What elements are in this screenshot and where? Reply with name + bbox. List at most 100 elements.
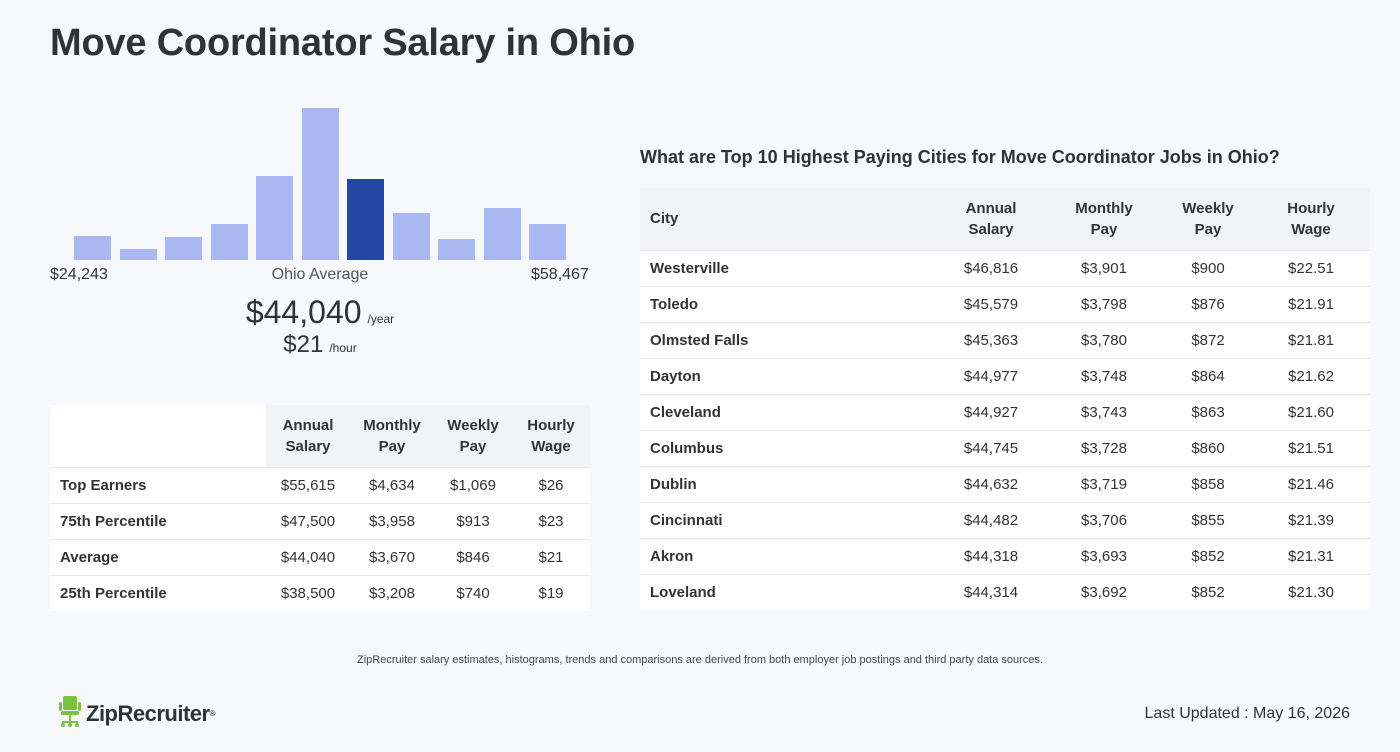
table-header: Hourly Wage	[512, 405, 590, 467]
city-name: Dublin	[640, 465, 938, 502]
table-row: Akron $44,318 $3,693 $852 $21.31	[640, 537, 1370, 574]
table-header-row: City Annual Salary Monthly Pay Weekly Pay H…	[640, 188, 1370, 250]
city-name: Akron	[640, 537, 938, 574]
table-cell: $19	[512, 574, 590, 611]
table-cell: $3,692	[1044, 573, 1164, 610]
table-header: Weekly Pay	[434, 405, 512, 467]
table-cell: $4,634	[350, 466, 434, 503]
table-cell: $23	[512, 502, 590, 539]
table-cell: $3,670	[350, 538, 434, 575]
table-cell: $3,728	[1044, 429, 1164, 466]
table-cell: $45,579	[938, 285, 1044, 322]
table-cell: $22.51	[1252, 249, 1370, 286]
histogram-bar	[301, 108, 339, 260]
table-row: Top Earners $55,615 $4,634 $1,069 $26	[50, 466, 590, 503]
table-cell: $740	[434, 574, 512, 611]
city-name: Loveland	[640, 573, 938, 610]
row-label: Top Earners	[50, 466, 266, 503]
table-cell: $21.60	[1252, 393, 1370, 430]
table-row: Westerville $46,816 $3,901 $900 $22.51	[640, 249, 1370, 286]
city-name: Westerville	[640, 249, 938, 286]
average-hourly-unit: /hour	[329, 341, 357, 355]
table-cell: $21.30	[1252, 573, 1370, 610]
table-cell: $44,314	[938, 573, 1044, 610]
table-cell: $21.81	[1252, 321, 1370, 358]
table-cell: $852	[1164, 537, 1252, 574]
logo-text: ZipRecruiter	[86, 700, 210, 726]
table-cell: $44,040	[266, 538, 350, 575]
logo-trademark: ®	[209, 709, 216, 718]
table-cell: $46,816	[938, 249, 1044, 286]
table-cell: $872	[1164, 321, 1252, 358]
average-yearly: $44,040/year	[50, 294, 590, 331]
table-header: Weekly Pay	[1164, 188, 1252, 250]
table-cell: $1,069	[434, 466, 512, 503]
table-cell: $3,706	[1044, 501, 1164, 538]
table-cell: $858	[1164, 465, 1252, 502]
table-row: Columbus $44,745 $3,728 $860 $21.51	[640, 429, 1370, 466]
row-label: 25th Percentile	[50, 574, 266, 611]
table-cell: $864	[1164, 357, 1252, 394]
disclaimer: ZipRecruiter salary estimates, histogram…	[357, 654, 1043, 666]
table-cell: $3,719	[1044, 465, 1164, 502]
row-label: Average	[50, 538, 266, 575]
table-cell: $21.91	[1252, 285, 1370, 322]
table-cell: $44,632	[938, 465, 1044, 502]
table-cell: $846	[434, 538, 512, 575]
page-title: Move Coordinator Salary in Ohio	[50, 22, 635, 64]
table-cell: $44,745	[938, 429, 1044, 466]
salary-histogram	[70, 100, 570, 260]
histogram-bar	[483, 208, 521, 260]
cities-table: City Annual Salary Monthly Pay Weekly Pay H…	[640, 188, 1370, 610]
histogram-bar	[392, 213, 430, 260]
table-cell: $852	[1164, 573, 1252, 610]
histogram-bar	[529, 224, 566, 260]
city-name: Cleveland	[640, 393, 938, 430]
table-cell: $38,500	[266, 574, 350, 611]
table-row: Dayton $44,977 $3,748 $864 $21.62	[640, 357, 1370, 394]
table-cell: $44,482	[938, 501, 1044, 538]
city-name: Toledo	[640, 285, 938, 322]
table-cell: $44,927	[938, 393, 1044, 430]
table-header: Hourly Wage	[1252, 188, 1370, 250]
histogram-bar	[119, 249, 157, 260]
histogram-bar	[165, 237, 202, 260]
table-cell: $3,208	[350, 574, 434, 611]
city-name: Cincinnati	[640, 501, 938, 538]
table-cell: $900	[1164, 249, 1252, 286]
table-cell: $855	[1164, 501, 1252, 538]
table-cell: $21.31	[1252, 537, 1370, 574]
table-cell: $3,798	[1044, 285, 1164, 322]
average-yearly-value: $44,040	[245, 294, 362, 330]
table-cell: $21	[512, 538, 590, 575]
table-row: Olmsted Falls $45,363 $3,780 $872 $21.81	[640, 321, 1370, 358]
city-name: Dayton	[640, 357, 938, 394]
table-row: Toledo $45,579 $3,798 $876 $21.91	[640, 285, 1370, 322]
last-updated: Last Updated : May 16, 2026	[1144, 705, 1350, 722]
table-cell: $21.51	[1252, 429, 1370, 466]
table-row: 25th Percentile $38,500 $3,208 $740 $19	[50, 574, 590, 611]
table-row: Average $44,040 $3,670 $846 $21	[50, 538, 590, 575]
table-row: Cincinnati $44,482 $3,706 $855 $21.39	[640, 501, 1370, 538]
ziprecruiter-logo[interactable]: ZipRecruiter ®	[58, 694, 216, 733]
table-header: Monthly Pay	[1044, 188, 1164, 250]
percentile-table: Annual Salary Monthly Pay Weekly Pay Hourly…	[50, 405, 590, 611]
table-cell: $3,743	[1044, 393, 1164, 430]
table-row: Cleveland $44,927 $3,743 $863 $21.60	[640, 393, 1370, 430]
table-cell: $3,780	[1044, 321, 1164, 358]
table-cell: $44,977	[938, 357, 1044, 394]
histogram-bar	[74, 236, 111, 260]
table-cell: $21.39	[1252, 501, 1370, 538]
table-cell: $55,615	[266, 466, 350, 503]
table-row: Loveland $44,314 $3,692 $852 $21.30	[640, 573, 1370, 610]
table-cell: $44,318	[938, 537, 1044, 574]
table-header-blank	[50, 405, 266, 467]
table-cell: $3,901	[1044, 249, 1164, 286]
table-header: Monthly Pay	[350, 405, 434, 467]
histogram-bar	[438, 239, 475, 260]
average-hourly: $21/hour	[50, 331, 590, 359]
row-label: 75th Percentile	[50, 502, 266, 539]
cities-section-title: What are Top 10 Highest Paying Cities fo…	[640, 147, 1280, 167]
histogram-bar-average	[347, 179, 384, 260]
table-cell: $21.46	[1252, 465, 1370, 502]
